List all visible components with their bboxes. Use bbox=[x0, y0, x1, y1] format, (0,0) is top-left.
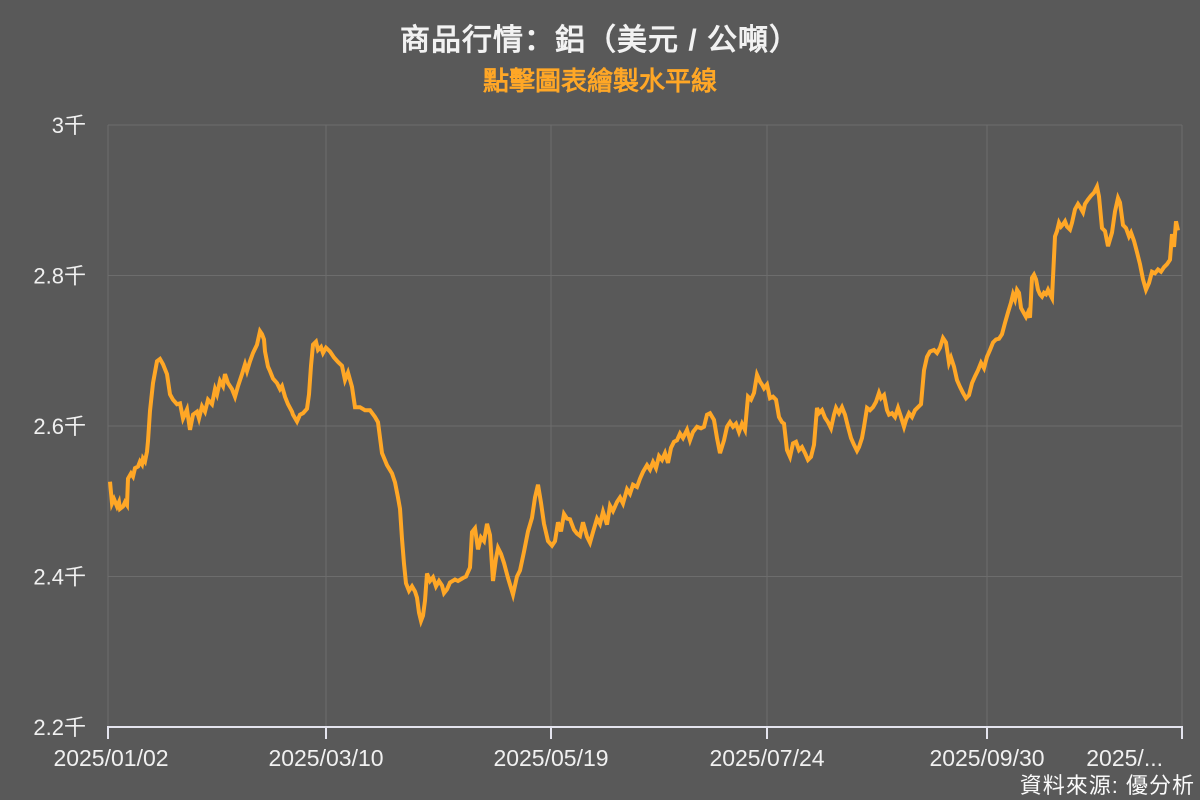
price-line-series bbox=[108, 180, 1180, 628]
x-axis-tick-label: 2025/09/30 bbox=[929, 745, 1044, 771]
x-axis-tick-label: 2025/... bbox=[1086, 745, 1163, 771]
y-axis-tick-label: 2.6千 bbox=[33, 414, 86, 439]
y-axis-tick-label: 2.4千 bbox=[33, 565, 86, 590]
page-title: 商品行情：鋁（美元 / 公噸） bbox=[399, 24, 800, 57]
y-axis-tick-label: 2.8千 bbox=[33, 264, 86, 289]
y-axis-tick-label: 3千 bbox=[52, 113, 86, 138]
x-axis-tick-label: 2025/03/10 bbox=[268, 745, 383, 771]
x-axis-tick-label: 2025/01/02 bbox=[53, 745, 168, 771]
plot-click-area[interactable] bbox=[108, 125, 1182, 727]
x-axis-tick-label: 2025/05/19 bbox=[493, 745, 608, 771]
data-source-label: 資料來源: 優分析 bbox=[1019, 773, 1195, 798]
y-axis-tick-label: 2.2千 bbox=[33, 715, 86, 740]
chart-hint-subtitle: 點擊圖表繪製水平線 bbox=[482, 66, 717, 96]
x-axis-tick-label: 2025/07/24 bbox=[709, 745, 824, 771]
